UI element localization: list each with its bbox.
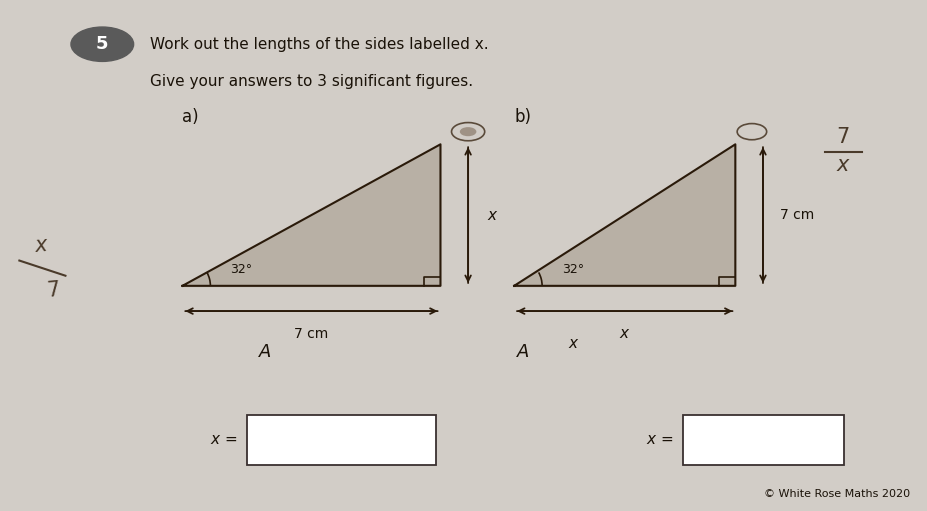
Text: 7 cm: 7 cm [780, 208, 814, 222]
Text: 7 cm: 7 cm [295, 327, 328, 341]
FancyBboxPatch shape [247, 415, 436, 465]
Text: b): b) [514, 107, 531, 126]
Text: $7$: $7$ [45, 281, 61, 301]
Circle shape [71, 27, 133, 61]
Text: $A$: $A$ [259, 342, 273, 361]
Text: $x$ =: $x$ = [646, 432, 674, 448]
Text: $x$: $x$ [835, 154, 851, 175]
FancyBboxPatch shape [683, 415, 844, 465]
Text: $x$: $x$ [487, 207, 498, 223]
Polygon shape [183, 144, 440, 286]
Text: $7$: $7$ [836, 127, 850, 147]
Text: 32°: 32° [562, 263, 584, 276]
Polygon shape [514, 144, 735, 286]
Text: $x$: $x$ [619, 327, 630, 341]
Text: $x$: $x$ [33, 235, 50, 256]
Text: Work out the lengths of the sides labelled x.: Work out the lengths of the sides labell… [150, 37, 489, 52]
Text: $x$ =: $x$ = [210, 432, 237, 448]
Text: a): a) [183, 107, 199, 126]
Text: $x$: $x$ [568, 336, 580, 352]
Text: 5: 5 [96, 35, 108, 53]
Text: $A$: $A$ [516, 342, 530, 361]
Text: © White Rose Maths 2020: © White Rose Maths 2020 [764, 489, 910, 499]
Text: Give your answers to 3 significant figures.: Give your answers to 3 significant figur… [150, 74, 474, 88]
Text: 32°: 32° [231, 263, 252, 276]
Circle shape [460, 127, 476, 136]
